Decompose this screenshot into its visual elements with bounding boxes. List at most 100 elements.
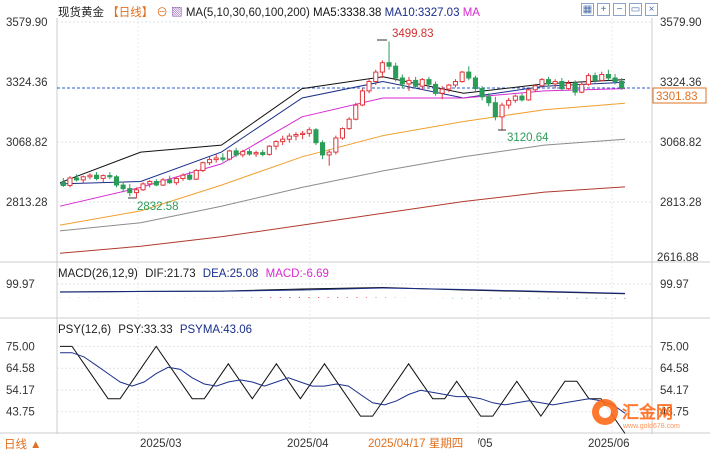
candle-body xyxy=(313,129,319,144)
annotation-low-mid: 3120.64 xyxy=(507,132,549,144)
candle-body xyxy=(492,102,498,118)
candle xyxy=(426,76,432,87)
macd-dif-label: DIF:21.73 xyxy=(145,268,196,280)
candle-body xyxy=(612,77,618,82)
candle xyxy=(94,172,100,181)
candle-body xyxy=(220,157,226,160)
psy-line-psy xyxy=(60,345,626,434)
candle xyxy=(506,98,512,109)
macd-line-dea xyxy=(59,287,626,294)
plus-icon[interactable]: + xyxy=(597,3,610,16)
left-tick-0: 3579.90 xyxy=(6,17,48,29)
candle-body xyxy=(572,82,578,93)
candle-body xyxy=(413,79,419,87)
right-tick-2: 3068.82 xyxy=(660,137,702,149)
period-label[interactable]: 【日线】 xyxy=(107,7,154,19)
candle xyxy=(226,149,232,161)
candle-body xyxy=(113,176,120,186)
candle xyxy=(180,173,186,181)
candle-body xyxy=(153,181,159,186)
candle xyxy=(346,117,352,130)
ma-line-ma60 xyxy=(59,102,626,226)
grid-icon[interactable]: ▦ xyxy=(581,3,594,16)
candle-body xyxy=(506,99,512,106)
chart-toolbar: ▦ + − ▭ × xyxy=(581,3,658,16)
candle-body xyxy=(266,145,272,155)
candle xyxy=(612,74,618,85)
candle-body xyxy=(140,183,146,191)
candle xyxy=(273,140,279,150)
candle-body xyxy=(419,79,425,87)
candle xyxy=(246,148,252,156)
candle xyxy=(140,182,146,191)
candle-body xyxy=(213,157,219,161)
candle xyxy=(492,96,498,121)
candle-body xyxy=(240,151,246,156)
candle xyxy=(260,149,266,157)
candle-body xyxy=(260,152,266,156)
window-icon[interactable]: ▭ xyxy=(629,3,642,16)
candle xyxy=(187,171,193,181)
candle xyxy=(300,130,306,140)
candle xyxy=(253,150,259,157)
psy-series xyxy=(60,345,626,434)
current-price-label: 3301.83 xyxy=(656,91,698,103)
candle xyxy=(433,81,439,96)
candle-body xyxy=(107,175,113,178)
candle-body xyxy=(226,150,232,160)
close-icon[interactable]: × xyxy=(645,3,658,16)
candle-body xyxy=(200,162,206,171)
candle-body xyxy=(286,135,292,140)
candle xyxy=(133,187,139,199)
settings-icon[interactable]: ⊖ xyxy=(156,7,168,19)
candle xyxy=(160,178,166,186)
cursor-date-label: 2025/04/17 星期四 xyxy=(368,437,463,450)
candle xyxy=(87,173,93,180)
candle xyxy=(552,79,558,89)
ma-more-label: MA xyxy=(462,7,480,19)
watermark-url: www.gold678.com xyxy=(622,423,680,430)
watermark-text: 汇金网 xyxy=(622,402,673,422)
period-button[interactable]: 日线 ▲ xyxy=(4,437,41,451)
ma-line-ma100 xyxy=(59,138,626,232)
period-button-label[interactable]: 日线 xyxy=(4,437,27,451)
candle-body xyxy=(585,75,592,85)
candle-body xyxy=(273,141,279,147)
candle-body xyxy=(359,90,365,106)
candle xyxy=(512,94,518,103)
candle xyxy=(486,93,492,107)
candle xyxy=(193,169,199,180)
cursor-date-box xyxy=(366,435,478,450)
candle-body xyxy=(373,71,379,82)
minus-icon[interactable]: − xyxy=(613,3,626,16)
candle-body xyxy=(187,174,193,180)
candle-body xyxy=(366,81,372,92)
candle-body xyxy=(552,81,558,85)
chevron-up-icon[interactable]: ▲ xyxy=(30,439,41,451)
candle-body xyxy=(87,174,93,178)
candle xyxy=(120,181,126,193)
candle xyxy=(413,76,419,89)
candle-body xyxy=(399,77,405,85)
x-tick-3: 2025/06 xyxy=(588,438,630,450)
candle-body xyxy=(519,95,525,101)
macd-line-dif xyxy=(59,286,626,295)
candle-body xyxy=(333,137,339,153)
candle-body xyxy=(565,82,572,90)
candle-body xyxy=(379,62,385,73)
candle-body xyxy=(526,89,532,101)
candle-body xyxy=(300,132,306,136)
candle-body xyxy=(173,178,179,184)
candlestick-series xyxy=(60,41,625,199)
candle xyxy=(313,128,319,146)
candle-body xyxy=(386,62,392,67)
candle-body xyxy=(193,170,199,180)
candle xyxy=(240,149,246,158)
candle xyxy=(366,79,372,94)
candle-body xyxy=(94,174,100,179)
candle xyxy=(213,154,219,163)
candle-body xyxy=(253,152,259,155)
candle-body xyxy=(320,142,326,156)
candle-body xyxy=(433,83,439,94)
psyma-value-label: PSYMA:43.06 xyxy=(180,324,252,336)
